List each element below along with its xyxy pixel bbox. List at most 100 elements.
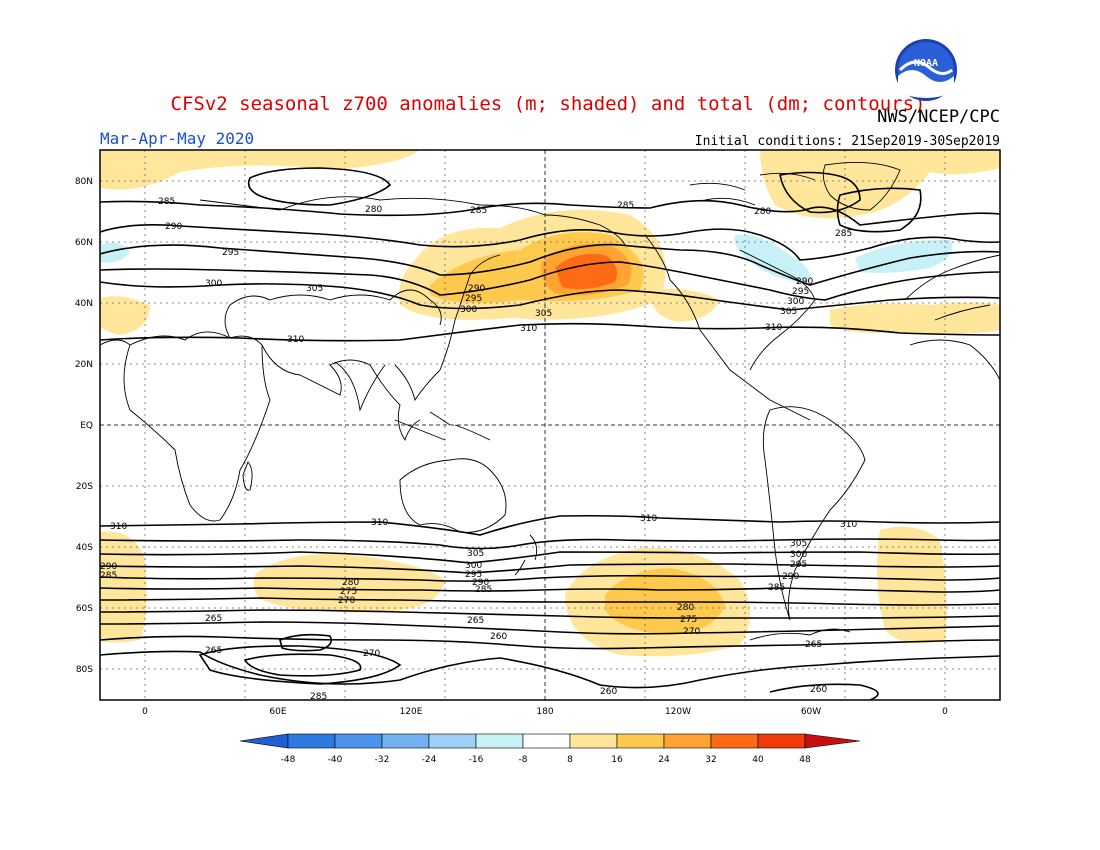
contour-sh-260: [100, 650, 1000, 689]
lon-tick: 120E: [400, 707, 423, 717]
contour-label: 275: [340, 587, 357, 597]
contour-sh-ring-small: [279, 633, 333, 652]
contour-label: 285: [100, 571, 117, 581]
contour-label: 300: [205, 279, 222, 289]
coast-north-america-east: [739, 249, 816, 371]
colorbar-arrow-low: [239, 733, 289, 749]
contour-labels-sh: 310 310 310 310 305 300 295 290 285 280 …: [100, 514, 857, 702]
contour-label: 280: [754, 207, 771, 217]
contour-label: 265: [205, 614, 222, 624]
colorbar-swatch: [428, 733, 477, 749]
colorbar-swatch: [475, 733, 524, 749]
contour-label: 285: [617, 201, 634, 211]
contour-label: 310: [765, 323, 782, 333]
contour-label: 260: [600, 687, 617, 697]
contour-label: 300: [465, 561, 482, 571]
contour-label: 260: [810, 685, 827, 695]
coast-indonesia: [394, 411, 491, 441]
grid-lines: [100, 150, 1000, 700]
colorbar-swatch: [334, 733, 383, 749]
shade-west-neg: [100, 242, 130, 263]
contour-label: 305: [780, 307, 797, 317]
contour-label: 280: [365, 205, 382, 215]
contour-label: 290: [796, 277, 813, 287]
contour-labels-nh: 285 280 290 295 300 305 310 290 295 300 …: [158, 197, 852, 345]
lat-tick: 60S: [76, 604, 93, 614]
contour-label: 285: [768, 583, 785, 593]
colorbar-label: -32: [375, 755, 390, 765]
shade-namerica-pos: [650, 288, 720, 322]
colorbar-label: 32: [705, 755, 716, 765]
contour-nh-295: [100, 243, 1000, 286]
contour-sh-310: [100, 514, 1000, 536]
contour-label: 300: [790, 550, 807, 560]
contour-label: 295: [465, 570, 482, 580]
shade-arctic-west: [100, 150, 420, 190]
contour-label: 290: [100, 562, 117, 572]
contour-label: 270: [363, 649, 380, 659]
noaa-logo: NOAA: [895, 39, 957, 101]
lat-tick: 20N: [75, 360, 93, 370]
contour-label: 295: [792, 287, 809, 297]
colorbar: -48 -40 -32 -24 -16 -8 8 16 24 32 40 48: [239, 733, 861, 765]
colorbar-swatch: [522, 733, 571, 749]
shade-satl-pos: [876, 526, 947, 644]
contour-sh-260-east: [769, 683, 879, 700]
coast-india: [334, 361, 386, 412]
lon-tick: 0: [142, 707, 148, 717]
contour-label: 310: [110, 522, 127, 532]
map-panel: 285 280 290 295 300 305 310 290 295 300 …: [99, 149, 1001, 702]
lon-tick: 0: [942, 707, 948, 717]
colorbar-label: 16: [611, 755, 623, 765]
contour-label: 260: [490, 632, 507, 642]
contour-label: 280: [342, 578, 359, 588]
colorbar-swatch: [663, 733, 712, 749]
lat-tick: 40S: [76, 543, 93, 553]
contour-sh-305: [100, 538, 1000, 550]
contour-sh-265: [100, 635, 1000, 650]
lon-tick: 60W: [801, 707, 821, 717]
colorbar-label: 48: [799, 755, 811, 765]
lon-tick: 120W: [665, 707, 691, 717]
contour-nh-280-ring-west: [247, 167, 392, 206]
height-contours: [100, 167, 1000, 700]
contour-label: 305: [306, 284, 323, 294]
latitude-axis: 80N 60N 40N 20N EQ 20S 40S 60S 80S: [75, 177, 93, 675]
contour-label: 275: [680, 615, 697, 625]
coast-greenland: [822, 161, 901, 211]
coast-madagascar: [242, 461, 253, 491]
lat-tick: 80S: [76, 665, 93, 675]
colorbar-swatch: [381, 733, 430, 749]
contour-label: 310: [287, 335, 304, 345]
colorbar-swatch: [569, 733, 618, 749]
lon-tick: 180: [536, 707, 553, 717]
contour-label: 270: [683, 627, 700, 637]
contour-label: 305: [467, 549, 484, 559]
lat-tick: 20S: [76, 482, 93, 492]
contour-label: 310: [371, 518, 388, 528]
contour-label: 285: [310, 692, 327, 702]
contour-nh-305: [100, 281, 1000, 311]
longitude-axis: 0 60E 120E 180 120W 60W 0: [142, 707, 948, 717]
contour-label: 285: [835, 229, 852, 239]
contour-label: 285: [475, 585, 492, 595]
contour-sh-265-antarctic: [198, 645, 402, 685]
colorbar-swatch: [757, 733, 806, 749]
contour-label: 310: [640, 514, 657, 524]
colorbar-label: -16: [469, 755, 484, 765]
contour-label: 310: [520, 324, 537, 334]
coast-siberia-north: [199, 196, 626, 246]
figure-title: CFSv2 seasonal z700 anomalies (m; shaded…: [171, 93, 926, 115]
contour-label: 285: [470, 206, 487, 216]
contour-sh-280: [100, 597, 1000, 606]
shade-sh-west-pos: [100, 531, 147, 643]
colorbar-label: 8: [567, 755, 573, 765]
lat-tick: 40N: [75, 299, 93, 309]
contour-nh-285-ring-east: [836, 187, 922, 233]
shade-atlantic-pos: [830, 302, 1000, 335]
initial-conditions-label: Initial conditions: 21Sep2019-30Sep2019: [695, 134, 1000, 149]
contour-label: 300: [460, 305, 477, 315]
contour-label: 290: [782, 572, 799, 582]
contour-label: 265: [205, 646, 222, 656]
coast-europe-west: [904, 254, 1000, 321]
